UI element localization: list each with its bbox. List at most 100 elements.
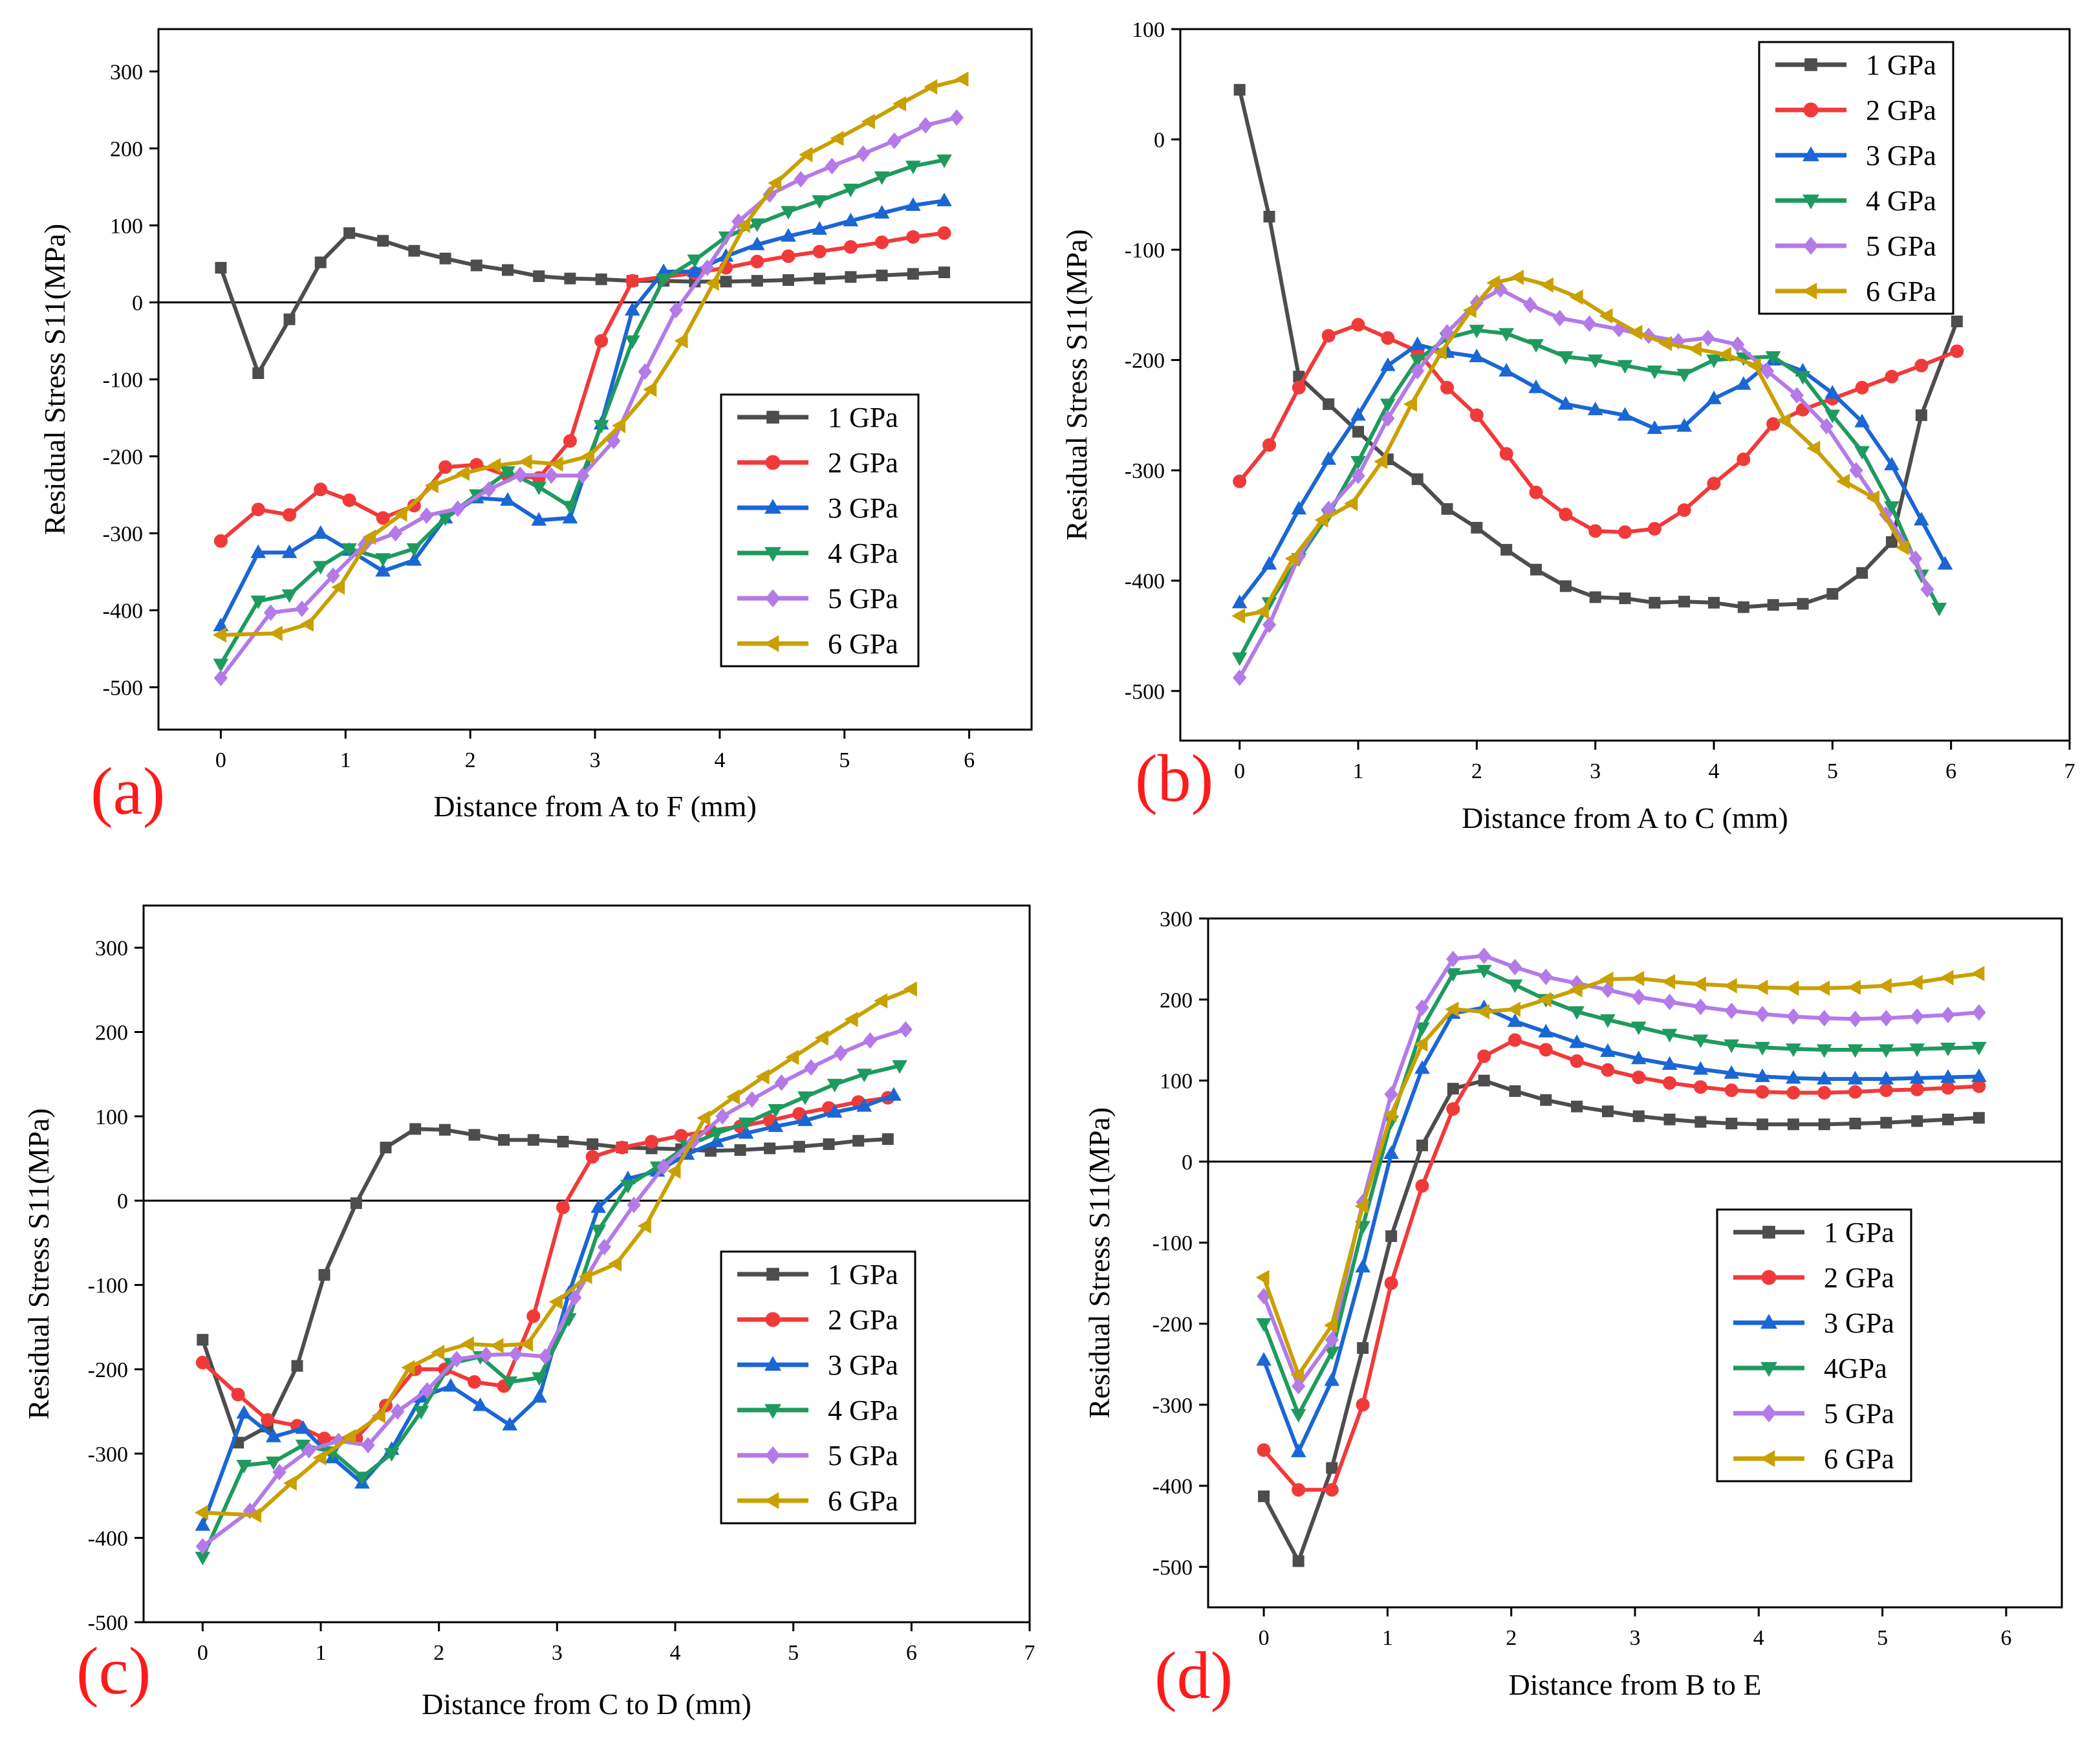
data-point <box>1323 1318 1337 1333</box>
data-point <box>1510 269 1524 285</box>
data-point <box>1290 1443 1306 1457</box>
data-point <box>1662 994 1677 1010</box>
data-point <box>362 529 376 545</box>
data-point <box>687 263 703 277</box>
series-line <box>1238 328 1941 659</box>
data-point <box>1786 1070 1801 1084</box>
x-tick-label: 2 <box>1471 759 1482 783</box>
data-point <box>1523 296 1537 314</box>
x-tick-label: 4 <box>1753 1626 1764 1650</box>
data-point <box>1755 1068 1770 1082</box>
data-point <box>726 1089 740 1105</box>
data-point <box>597 1239 612 1255</box>
data-point <box>487 457 501 473</box>
data-point <box>1540 1094 1552 1106</box>
data-point <box>1403 396 1417 412</box>
data-point <box>197 1334 209 1346</box>
series-6 <box>1231 269 1909 624</box>
data-point <box>892 96 906 112</box>
y-tick-label: -200 <box>1125 349 1165 373</box>
data-point <box>538 1348 552 1365</box>
data-point <box>843 212 859 226</box>
legend-swatch-marker <box>1760 1450 1775 1467</box>
data-point <box>371 1407 385 1424</box>
data-point <box>1909 550 1923 567</box>
data-point <box>936 154 952 168</box>
data-point <box>1951 315 1963 327</box>
data-point <box>513 466 527 483</box>
data-point <box>936 192 952 206</box>
data-point <box>1747 358 1761 374</box>
y-tick-label: 0 <box>117 1189 128 1213</box>
data-point <box>1817 1085 1832 1100</box>
data-point <box>375 563 391 577</box>
data-point <box>751 275 763 287</box>
legend-swatch-marker <box>764 1492 779 1509</box>
data-point <box>1414 1022 1430 1036</box>
data-point <box>195 1356 210 1370</box>
data-point <box>1617 360 1633 374</box>
data-point <box>1539 968 1553 985</box>
data-point <box>738 1117 754 1131</box>
data-point <box>1723 978 1737 994</box>
data-point <box>1570 1054 1584 1069</box>
x-tick-label: 3 <box>1630 1626 1641 1650</box>
data-point <box>852 1135 865 1147</box>
data-point <box>843 184 859 198</box>
data-point <box>580 448 594 464</box>
y-tick-label: -300 <box>1153 1394 1193 1418</box>
data-point <box>1816 1044 1832 1058</box>
y-tick-label: -300 <box>88 1442 128 1466</box>
data-point <box>544 467 559 484</box>
data-point <box>785 1049 799 1065</box>
data-point <box>845 271 857 283</box>
data-point <box>194 1504 208 1521</box>
data-point <box>875 235 889 250</box>
data-point <box>343 227 356 239</box>
legend: 1 GPa 2 GPa 3 GPa 4 GPa 5 GPa 6 GPa <box>1758 41 1954 315</box>
x-tick-label: 4 <box>714 748 725 772</box>
data-point <box>937 226 951 240</box>
data-point <box>825 158 839 175</box>
data-point <box>263 604 278 621</box>
legend-swatch-marker <box>1761 1404 1777 1422</box>
data-point <box>874 171 890 186</box>
x-tick-label: 0 <box>1259 1626 1270 1650</box>
data-point <box>1973 1112 1985 1124</box>
data-point <box>1291 501 1307 515</box>
data-point <box>745 1091 759 1108</box>
legend-label: 5 GPa <box>1866 230 1936 262</box>
data-point <box>1757 1118 1769 1131</box>
data-point <box>451 500 465 517</box>
data-point <box>768 1103 784 1118</box>
data-point <box>1663 1113 1676 1125</box>
data-point <box>1508 959 1522 975</box>
x-tick-label: 2 <box>433 1641 444 1665</box>
data-point <box>1662 973 1676 990</box>
data-point <box>1787 1118 1799 1131</box>
legend-swatch-marker <box>1802 194 1819 210</box>
data-point <box>283 1475 297 1491</box>
data-point <box>1693 1080 1707 1094</box>
data-point <box>1785 980 1799 996</box>
data-point <box>1440 380 1454 395</box>
data-point <box>408 244 420 257</box>
y-axis-title: Residual Stress S11(MPa) <box>1083 1107 1116 1418</box>
data-point <box>1847 1044 1863 1058</box>
data-point <box>1717 347 1731 362</box>
x-tick-label: 6 <box>906 1641 917 1665</box>
data-point <box>886 1087 902 1101</box>
legend-box <box>1716 1208 1912 1483</box>
data-point <box>502 1417 518 1431</box>
data-point <box>406 552 422 566</box>
legend-box <box>720 393 920 668</box>
data-point <box>1462 303 1477 318</box>
data-point <box>697 1110 711 1126</box>
data-point <box>1632 988 1646 1006</box>
data-point <box>1471 521 1483 534</box>
series-line <box>1238 287 1929 679</box>
data-point <box>1411 473 1423 485</box>
data-point <box>1677 503 1691 517</box>
y-tick-label: 100 <box>1132 18 1165 42</box>
